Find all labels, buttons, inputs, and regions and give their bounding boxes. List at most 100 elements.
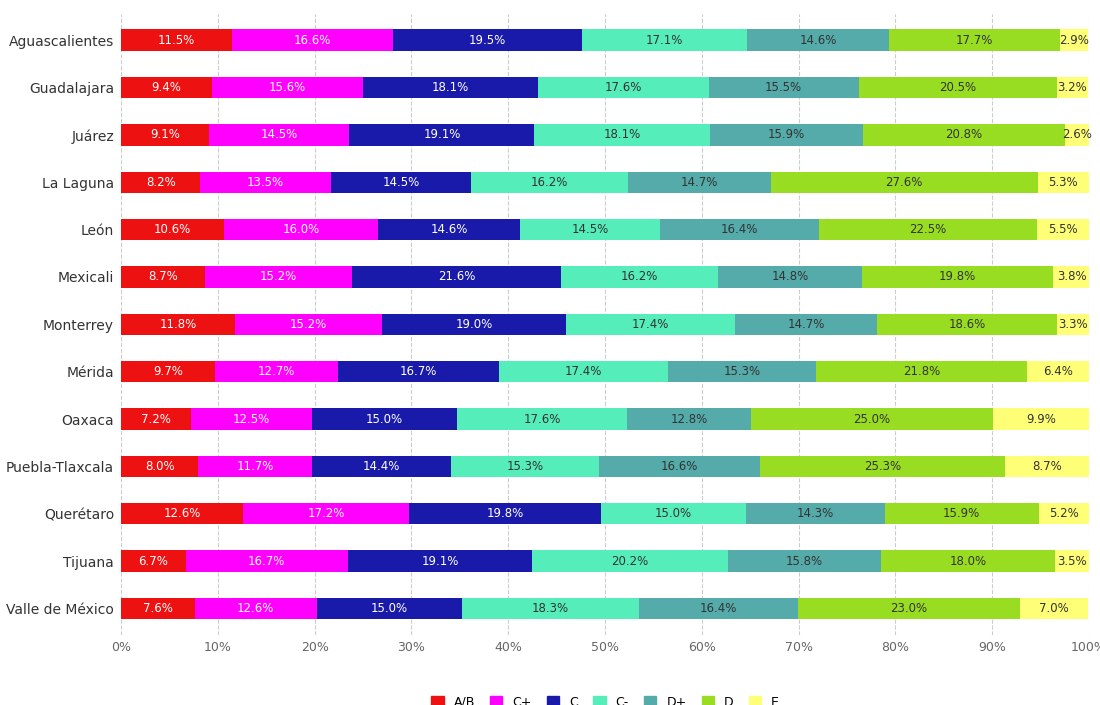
Bar xyxy=(660,219,818,240)
Bar xyxy=(751,408,993,429)
Text: 19.1%: 19.1% xyxy=(424,128,461,142)
Bar xyxy=(538,77,708,98)
Text: 20.8%: 20.8% xyxy=(946,128,982,142)
Bar xyxy=(206,266,352,288)
Text: 16.4%: 16.4% xyxy=(720,223,758,236)
Text: 14.5%: 14.5% xyxy=(383,176,420,189)
Text: 3.3%: 3.3% xyxy=(1058,318,1088,331)
Text: 7.6%: 7.6% xyxy=(143,602,173,615)
Text: 12.7%: 12.7% xyxy=(257,365,295,378)
Bar xyxy=(232,30,393,51)
Bar xyxy=(121,361,214,382)
Bar xyxy=(770,171,1037,193)
Text: 18.3%: 18.3% xyxy=(531,602,569,615)
Text: 16.7%: 16.7% xyxy=(248,555,285,568)
Text: 19.8%: 19.8% xyxy=(486,507,524,520)
Text: 14.5%: 14.5% xyxy=(571,223,608,236)
Bar xyxy=(121,77,212,98)
Text: 12.6%: 12.6% xyxy=(236,602,274,615)
Bar xyxy=(462,598,639,619)
Bar xyxy=(311,408,456,429)
Bar xyxy=(1004,455,1089,477)
Text: 15.5%: 15.5% xyxy=(764,81,802,94)
Bar xyxy=(1053,266,1090,288)
Text: 18.6%: 18.6% xyxy=(948,318,986,331)
Bar xyxy=(200,171,331,193)
Text: 7.2%: 7.2% xyxy=(141,412,170,426)
Bar xyxy=(121,124,209,145)
Text: 11.8%: 11.8% xyxy=(160,318,197,331)
Bar xyxy=(993,408,1089,429)
Text: 25.3%: 25.3% xyxy=(864,460,901,473)
Bar xyxy=(472,171,628,193)
Text: 14.7%: 14.7% xyxy=(788,318,825,331)
Text: 21.8%: 21.8% xyxy=(903,365,940,378)
Bar xyxy=(1055,551,1089,572)
Text: 7.0%: 7.0% xyxy=(1040,602,1069,615)
Bar xyxy=(451,455,600,477)
Bar xyxy=(214,361,338,382)
Bar xyxy=(881,551,1055,572)
Text: 14.6%: 14.6% xyxy=(430,223,468,236)
Bar xyxy=(121,598,195,619)
Bar xyxy=(383,314,566,335)
Text: 16.6%: 16.6% xyxy=(661,460,698,473)
Bar xyxy=(311,455,451,477)
Text: 15.0%: 15.0% xyxy=(371,602,408,615)
Bar xyxy=(628,171,770,193)
Bar xyxy=(859,77,1057,98)
Bar xyxy=(747,30,889,51)
Bar xyxy=(1036,219,1090,240)
Text: 8.7%: 8.7% xyxy=(148,271,178,283)
Text: 9.4%: 9.4% xyxy=(152,81,182,94)
Bar xyxy=(186,551,348,572)
Text: 15.3%: 15.3% xyxy=(507,460,543,473)
Bar xyxy=(209,124,350,145)
Bar xyxy=(363,77,538,98)
Text: 19.8%: 19.8% xyxy=(938,271,976,283)
Bar xyxy=(601,503,746,525)
Bar xyxy=(535,124,710,145)
Bar xyxy=(1065,124,1090,145)
Text: 3.5%: 3.5% xyxy=(1057,555,1087,568)
Bar xyxy=(728,551,881,572)
Bar xyxy=(456,408,627,429)
Text: 5.2%: 5.2% xyxy=(1049,507,1079,520)
Text: 14.3%: 14.3% xyxy=(796,507,834,520)
Text: 12.8%: 12.8% xyxy=(671,412,707,426)
Text: 9.9%: 9.9% xyxy=(1026,412,1056,426)
Bar xyxy=(121,408,190,429)
Text: 12.6%: 12.6% xyxy=(163,507,200,520)
Text: 15.2%: 15.2% xyxy=(261,271,297,283)
Bar xyxy=(561,266,718,288)
Bar xyxy=(1057,77,1088,98)
Bar xyxy=(121,551,186,572)
Bar xyxy=(520,219,660,240)
Bar xyxy=(212,77,363,98)
Text: 13.5%: 13.5% xyxy=(248,176,284,189)
Bar xyxy=(735,314,877,335)
Text: 2.6%: 2.6% xyxy=(1063,128,1092,142)
Text: 15.6%: 15.6% xyxy=(268,81,306,94)
Text: 14.5%: 14.5% xyxy=(261,128,298,142)
Text: 14.4%: 14.4% xyxy=(363,460,400,473)
Text: 3.8%: 3.8% xyxy=(1057,271,1087,283)
Bar xyxy=(121,266,206,288)
Bar xyxy=(1038,503,1089,525)
Text: 6.4%: 6.4% xyxy=(1043,365,1072,378)
Bar xyxy=(798,598,1021,619)
Bar xyxy=(818,219,1036,240)
Text: 17.6%: 17.6% xyxy=(524,412,561,426)
Bar xyxy=(350,124,535,145)
Text: 16.4%: 16.4% xyxy=(700,602,737,615)
Text: 20.2%: 20.2% xyxy=(612,555,649,568)
Bar xyxy=(1021,598,1088,619)
Text: 19.1%: 19.1% xyxy=(421,555,459,568)
Text: 20.5%: 20.5% xyxy=(939,81,977,94)
Text: 16.0%: 16.0% xyxy=(283,223,320,236)
Bar xyxy=(121,30,232,51)
Text: 19.0%: 19.0% xyxy=(455,318,493,331)
Bar xyxy=(121,503,243,525)
Bar xyxy=(600,455,760,477)
Text: 27.6%: 27.6% xyxy=(886,176,923,189)
